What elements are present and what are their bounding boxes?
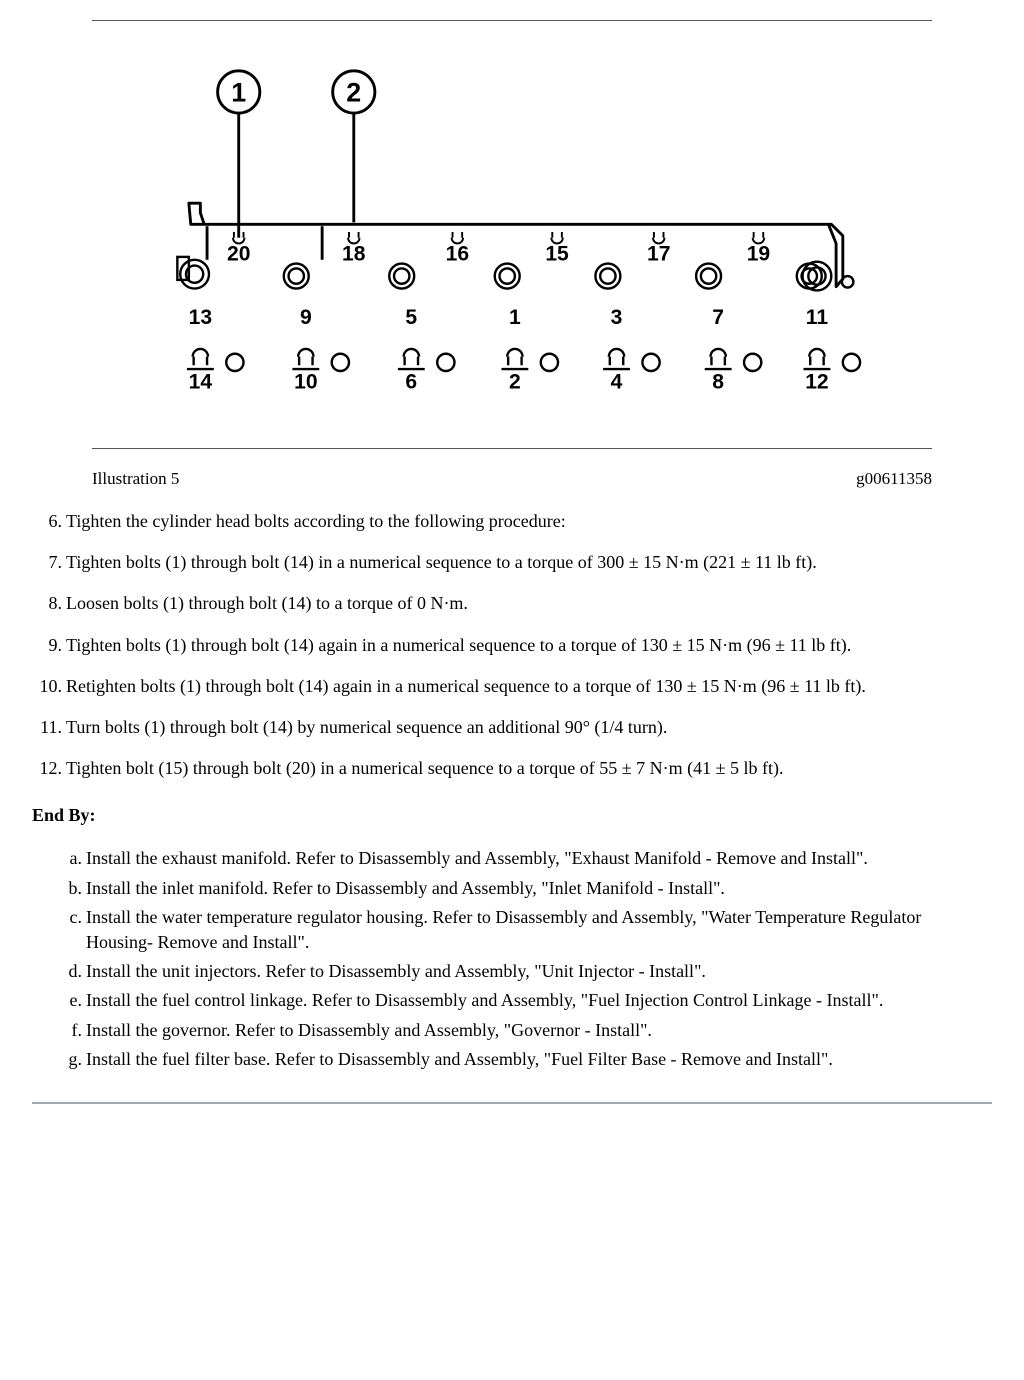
procedure-step: 10.Retighten bolts (1) through bolt (14)… — [66, 674, 992, 699]
endby-step: d.Install the unit injectors. Refer to D… — [86, 959, 992, 984]
procedure-list: 6.Tighten the cylinder head bolts accord… — [32, 509, 992, 781]
endby-letter: e. — [58, 988, 82, 1013]
step-number: 10. — [32, 674, 62, 699]
procedure-step: 12.Tighten bolt (15) through bolt (20) i… — [66, 756, 992, 781]
svg-text:19: 19 — [747, 243, 770, 266]
procedure-step: 9.Tighten bolts (1) through bolt (14) ag… — [66, 633, 992, 658]
step-text: Tighten bolts (1) through bolt (14) in a… — [66, 552, 817, 572]
step-text: Tighten the cylinder head bolts accordin… — [66, 511, 566, 531]
endby-text: Install the inlet manifold. Refer to Dis… — [86, 878, 725, 898]
svg-text:17: 17 — [647, 243, 670, 266]
svg-text:13: 13 — [189, 306, 212, 329]
step-text: Tighten bolts (1) through bolt (14) agai… — [66, 635, 851, 655]
caption-right: g00611358 — [856, 467, 932, 491]
figure-caption: Illustration 5 g00611358 — [92, 467, 932, 491]
svg-text:9: 9 — [300, 306, 312, 329]
step-number: 12. — [32, 756, 62, 781]
svg-text:16: 16 — [446, 243, 469, 266]
endby-step: a.Install the exhaust manifold. Refer to… — [86, 846, 992, 871]
endby-letter: c. — [58, 905, 82, 930]
endby-step: c.Install the water temperature regulato… — [86, 905, 992, 955]
svg-text:1: 1 — [231, 78, 246, 108]
step-text: Turn bolts (1) through bolt (14) by nume… — [66, 717, 667, 737]
svg-text:5: 5 — [405, 306, 417, 329]
end-by-list: a.Install the exhaust manifold. Refer to… — [32, 846, 992, 1072]
svg-text:12: 12 — [805, 370, 828, 393]
step-number: 8. — [32, 591, 62, 616]
end-by-heading: End By: — [32, 803, 992, 828]
svg-text:1: 1 — [509, 306, 521, 329]
endby-text: Install the unit injectors. Refer to Dis… — [86, 961, 706, 981]
svg-text:7: 7 — [712, 306, 724, 329]
endby-letter: g. — [58, 1047, 82, 1072]
caption-left: Illustration 5 — [92, 467, 179, 491]
endby-letter: d. — [58, 959, 82, 984]
top-rule — [92, 20, 932, 21]
svg-text:15: 15 — [545, 243, 569, 266]
step-number: 7. — [32, 550, 62, 575]
procedure-step: 11.Turn bolts (1) through bolt (14) by n… — [66, 715, 992, 740]
caption-rule — [92, 448, 932, 449]
svg-text:2: 2 — [509, 370, 521, 393]
endby-letter: a. — [58, 846, 82, 871]
svg-text:2: 2 — [346, 78, 361, 108]
svg-text:8: 8 — [712, 370, 724, 393]
svg-text:18: 18 — [342, 243, 366, 266]
svg-text:3: 3 — [611, 306, 623, 329]
endby-text: Install the fuel control linkage. Refer … — [86, 990, 883, 1010]
procedure-step: 6.Tighten the cylinder head bolts accord… — [66, 509, 992, 534]
endby-step: e.Install the fuel control linkage. Refe… — [86, 988, 992, 1013]
svg-text:6: 6 — [405, 370, 417, 393]
footer-rule — [32, 1102, 992, 1104]
endby-step: b.Install the inlet manifold. Refer to D… — [86, 876, 992, 901]
step-text: Retighten bolts (1) through bolt (14) ag… — [66, 676, 866, 696]
procedure-step: 8.Loosen bolts (1) through bolt (14) to … — [66, 591, 992, 616]
svg-text:10: 10 — [294, 370, 317, 393]
bolt-sequence-diagram: 122018161517191395137111410624812 — [162, 51, 862, 411]
procedure-step: 7.Tighten bolts (1) through bolt (14) in… — [66, 550, 992, 575]
svg-text:20: 20 — [227, 243, 250, 266]
svg-text:4: 4 — [611, 370, 623, 393]
figure-container: 122018161517191395137111410624812 — [32, 51, 992, 418]
endby-step: f.Install the governor. Refer to Disasse… — [86, 1018, 992, 1043]
step-text: Loosen bolts (1) through bolt (14) to a … — [66, 593, 468, 613]
endby-step: g.Install the fuel filter base. Refer to… — [86, 1047, 992, 1072]
svg-text:11: 11 — [806, 306, 829, 329]
step-text: Tighten bolt (15) through bolt (20) in a… — [66, 758, 783, 778]
svg-text:14: 14 — [189, 370, 213, 393]
endby-letter: b. — [58, 876, 82, 901]
step-number: 6. — [32, 509, 62, 534]
endby-letter: f. — [58, 1018, 82, 1043]
endby-text: Install the fuel filter base. Refer to D… — [86, 1049, 833, 1069]
endby-text: Install the governor. Refer to Disassemb… — [86, 1020, 652, 1040]
endby-text: Install the water temperature regulator … — [86, 907, 921, 952]
step-number: 9. — [32, 633, 62, 658]
endby-text: Install the exhaust manifold. Refer to D… — [86, 848, 868, 868]
step-number: 11. — [32, 715, 62, 740]
